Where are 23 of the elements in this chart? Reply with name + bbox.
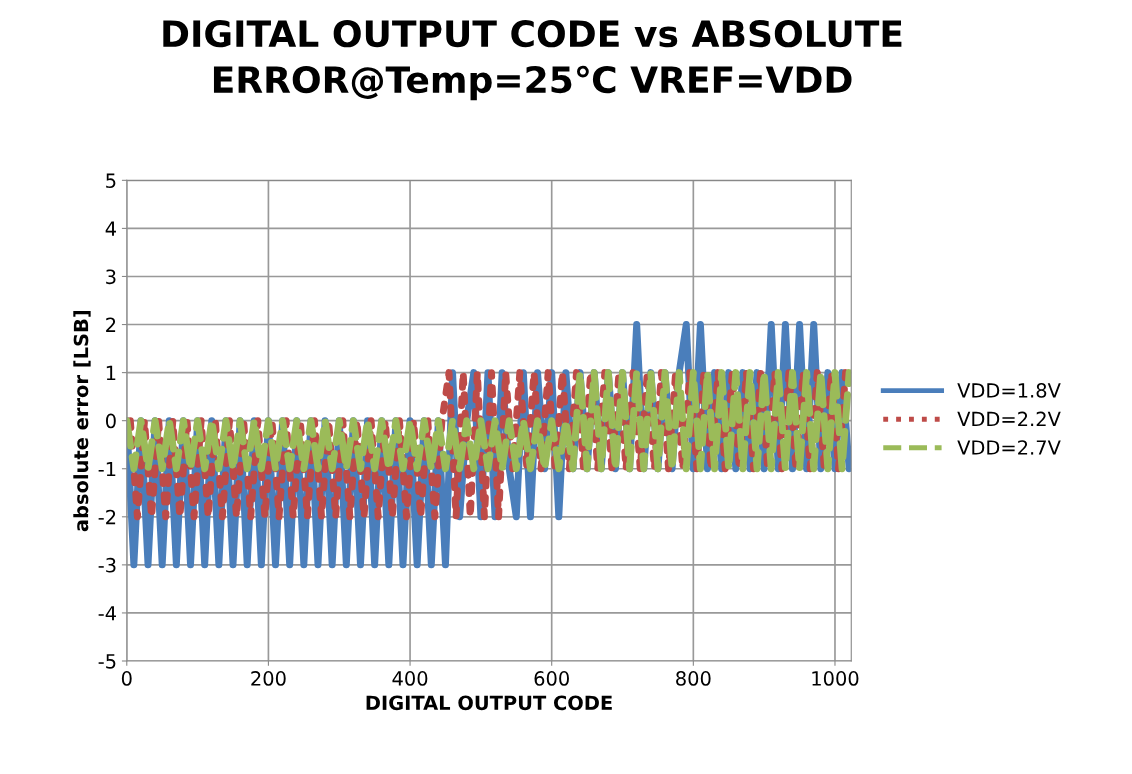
- legend-label: VDD=1.8V: [957, 383, 1061, 398]
- y-tick-label: 0: [105, 413, 116, 429]
- y-tick-label: -1: [98, 461, 116, 477]
- x-tick-label: 800: [676, 671, 711, 686]
- y-tick-label: 4: [105, 221, 116, 236]
- y-tick-label: -2: [98, 509, 116, 525]
- y-tick-label: 3: [106, 269, 116, 285]
- y-tick-label: 1: [106, 365, 116, 380]
- y-tick-label: -4: [98, 606, 116, 621]
- x-tick-label: 0: [121, 671, 132, 686]
- x-axis-title: DIGITAL OUTPUT CODE: [366, 695, 612, 711]
- y-axis-title: absolute error [LSB]: [73, 310, 91, 532]
- x-tick-label: 200: [251, 671, 286, 686]
- chart-title: DIGITAL OUTPUT CODE vs ABSOLUTE ERROR@Temp=25℃ VREF=VDD: [163, 19, 902, 101]
- y-tick-label: 2: [106, 317, 116, 332]
- y-tick-label: 5: [106, 173, 116, 189]
- x-tick-label: 600: [534, 671, 569, 686]
- x-tick-label: 400: [392, 671, 428, 686]
- legend-label: VDD=2.7V: [957, 440, 1061, 455]
- y-tick-label: -3: [98, 557, 116, 573]
- x-tick-label: 1000: [812, 671, 859, 686]
- y-tick-label: -5: [98, 654, 116, 669]
- legend-label: VDD=2.2V: [957, 411, 1061, 427]
